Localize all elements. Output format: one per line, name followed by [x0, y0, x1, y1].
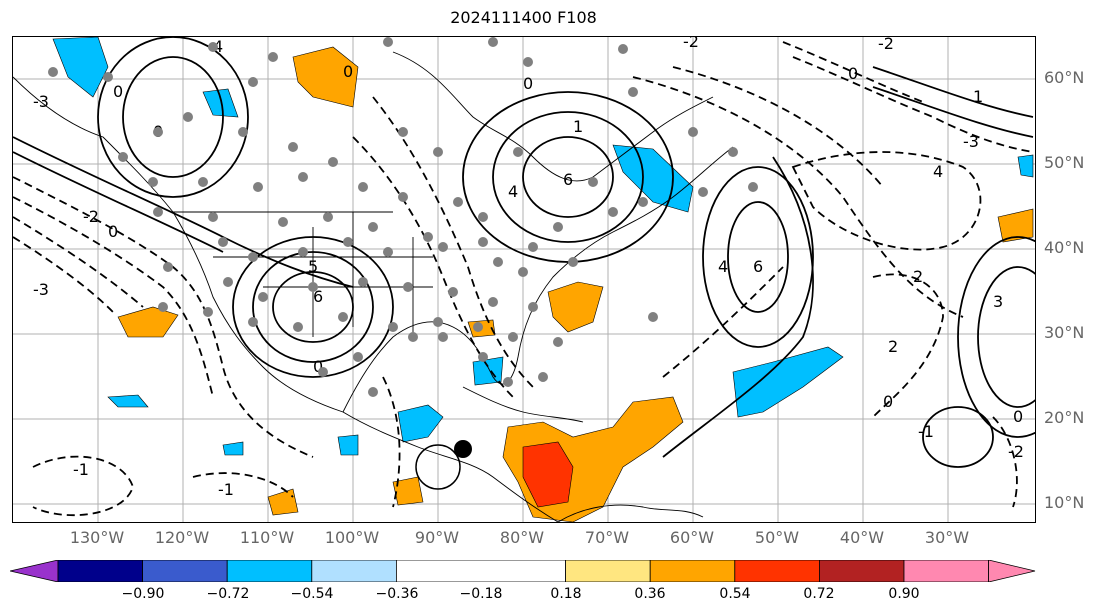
colorbar-segment	[396, 560, 565, 582]
lat-label: 10°N	[1044, 493, 1084, 512]
lon-label: 70°W	[585, 528, 629, 547]
contour-label: 5	[308, 257, 318, 276]
lat-label: 50°N	[1044, 153, 1084, 172]
contour-label: 0	[883, 392, 893, 411]
colorbar-segment	[143, 560, 228, 582]
contour-label: -1	[73, 460, 89, 479]
lon-label: 40°W	[840, 528, 884, 547]
map-panel: 0 0 4 -3 0 -2 -3 6 5 0 0 0 6 4 1 6 4 -2 …	[12, 36, 1036, 523]
contour-label: 6	[563, 170, 573, 189]
colorbar-segment	[989, 560, 1035, 582]
lon-label: 80°W	[500, 528, 544, 547]
colorbar-tick: −0.54	[291, 586, 334, 602]
colorbar-tick: 0.18	[550, 586, 581, 602]
colorbar-segment	[227, 560, 312, 582]
colorbar-segment	[566, 560, 651, 582]
lon-label: 60°W	[670, 528, 714, 547]
lon-label: 110°W	[240, 528, 294, 547]
colorbar-tick: 0.90	[888, 586, 919, 602]
colorbar-segment	[58, 560, 143, 582]
colorbar-segment	[904, 560, 989, 582]
station-markers	[48, 37, 758, 397]
contour-label: 0	[108, 222, 118, 241]
colorbar-segment	[312, 560, 397, 582]
colorbar-tick: 0.36	[634, 586, 665, 602]
lat-label: 60°N	[1044, 68, 1084, 87]
colorbar-tick: −0.36	[376, 586, 419, 602]
map-canvas: 0 0 4 -3 0 -2 -3 6 5 0 0 0 6 4 1 6 4 -2 …	[13, 37, 1035, 522]
colorbar-tick: −0.18	[460, 586, 503, 602]
contour-label: -2	[683, 37, 699, 51]
contour-label: -2	[878, 37, 894, 53]
lon-label: 90°W	[415, 528, 459, 547]
colorbar-segment	[10, 560, 58, 582]
colorbar-tick: 0.54	[719, 586, 750, 602]
contour-label: 3	[993, 292, 1003, 311]
map-title: 2024111400 F108	[0, 8, 1047, 27]
colorbar-segment	[735, 560, 820, 582]
contour-label: 0	[1013, 407, 1023, 426]
colorbar-tick: 0.72	[803, 586, 834, 602]
lon-label: 120°W	[155, 528, 209, 547]
contour-label: 4	[718, 257, 728, 276]
lon-label: 130°W	[70, 528, 124, 547]
anomaly-fills	[53, 37, 1033, 522]
contour-label: 1	[573, 117, 583, 136]
contour-label: 6	[753, 257, 763, 276]
colorbar-segment	[819, 560, 904, 582]
contour-label: -3	[33, 92, 49, 111]
colorbar	[10, 560, 1036, 582]
lat-label: 40°N	[1044, 238, 1084, 257]
contour-label: 4	[933, 162, 943, 181]
lat-label: 30°N	[1044, 323, 1084, 342]
lon-label: 30°W	[925, 528, 969, 547]
contour-label: -2	[1008, 442, 1024, 461]
lon-label: 50°W	[755, 528, 799, 547]
contour-label: 0	[343, 62, 353, 81]
storm-marker	[416, 440, 472, 489]
contour-label: 2	[888, 337, 898, 356]
contour-label: -3	[33, 280, 49, 299]
colorbar-segment	[650, 560, 735, 582]
colorbar-tick: −0.90	[122, 586, 165, 602]
contour-label: 4	[508, 182, 518, 201]
contour-label: -3	[963, 132, 979, 151]
contour-label: 0	[523, 74, 533, 93]
contour-label: -1	[918, 422, 934, 441]
contour-label: 0	[113, 82, 123, 101]
contour-label: 1	[973, 87, 983, 106]
lat-label: 20°N	[1044, 408, 1084, 427]
contour-label: -2	[83, 207, 99, 226]
colorbar-tick: −0.72	[207, 586, 250, 602]
contour-label: 2	[913, 267, 923, 286]
lon-label: 100°W	[325, 528, 379, 547]
contour-label: -1	[218, 480, 234, 499]
contour-label: 0	[848, 64, 858, 83]
